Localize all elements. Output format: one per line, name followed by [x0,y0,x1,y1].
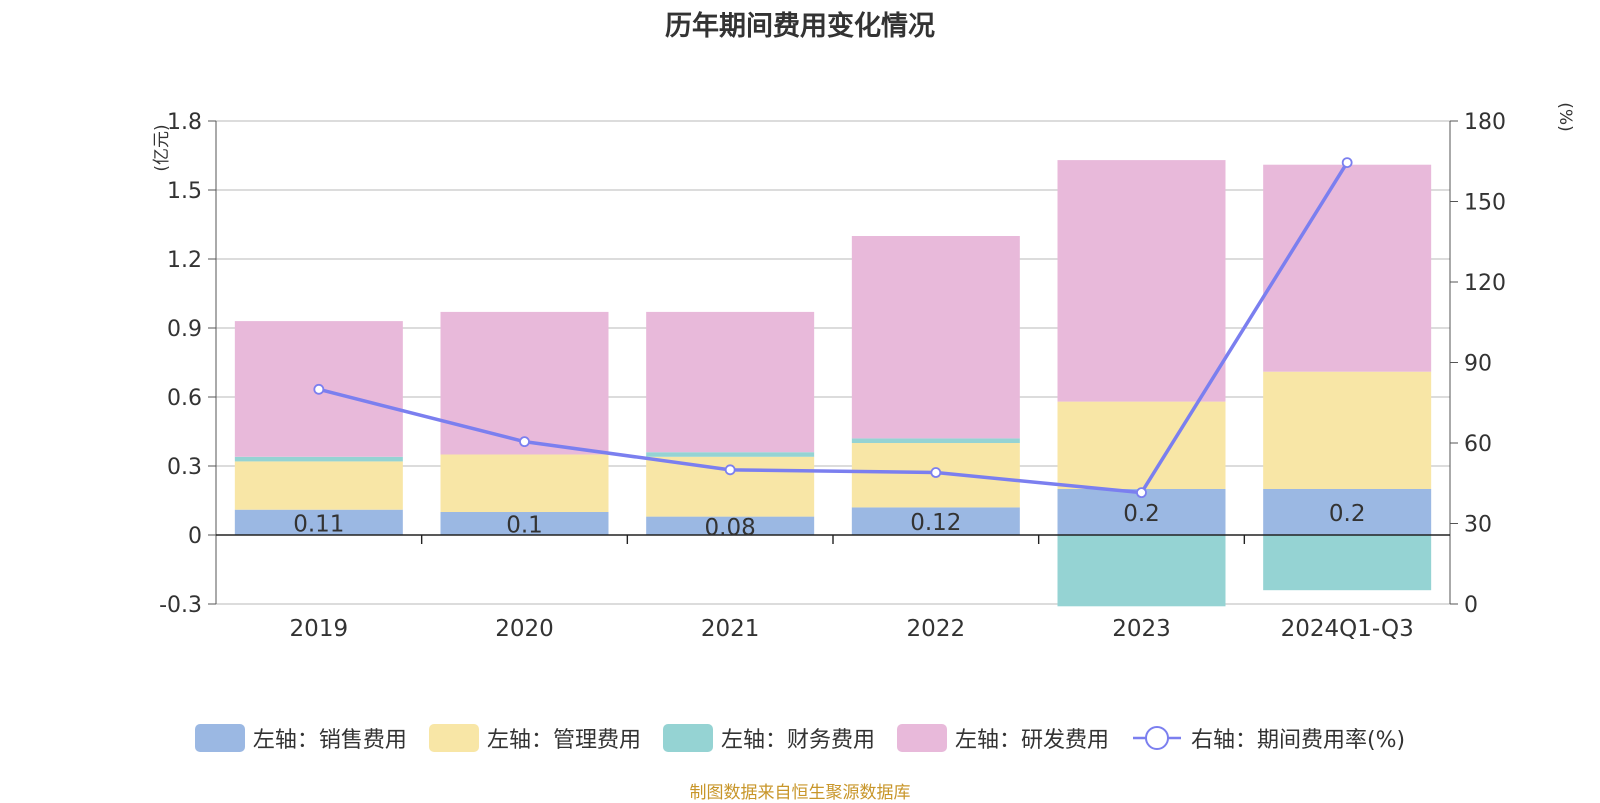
bar-4-2023 [1057,160,1226,402]
bar-4-2020 [440,311,609,455]
grid-layer [216,120,1450,605]
data-label-2024Q1-Q3: 0.2 [1329,501,1366,527]
bar-3-2022 [851,438,1020,443]
expense-ratio-point-2023 [1136,487,1147,499]
category-label-2023: 2023 [1112,616,1171,642]
chart-title: 历年期间费用变化情况 [665,11,935,42]
right-tick-label: 0 [1464,593,1478,618]
bar-2-2020 [440,454,609,512]
right-tick-label: 150 [1464,191,1506,216]
bar-4-2021 [646,311,815,453]
right-tick-label: 90 [1464,352,1492,377]
category-label-2019: 2019 [290,616,349,642]
axes-layer: -0.3 0 0.3 0.6 0.9 1.2 1.5 1.8 0 30 60 90 120 150 180 (… [152,102,1575,642]
expense-ratio-point-2024Q1-Q3 [1341,157,1353,168]
legend-label-sales: 左轴：销售费用 [252,728,407,753]
bar-2-2023 [1057,401,1226,489]
expense-ratio-point-2020 [519,436,530,448]
legend-swatch-admin [428,724,479,752]
legend-line-marker-icon [1132,726,1181,750]
bar-3-2019 [234,456,403,462]
legend-label-admin: 左轴：管理费用 [486,728,641,753]
legend-item-sales[interactable]: 左轴：销售费用 [194,722,407,754]
bar-2-2024Q1-Q3 [1263,371,1432,489]
data-label-2020: 0.1 [506,513,543,539]
bar-2-2019 [234,461,403,510]
data-label-2023: 0.2 [1123,501,1160,527]
left-tick-label: 1.5 [167,179,202,204]
bar-1-2020 [440,512,609,535]
expense-ratio-line [318,161,1349,495]
legend-label-expense-ratio: 右轴：期间费用率(%) [1190,728,1406,753]
bar-1-2021 [646,516,815,535]
left-tick-label: 1.8 [167,110,202,135]
bar-3-2023 [1057,535,1226,607]
data-label-2022: 0.12 [910,510,961,536]
legend-swatch-sales [194,724,245,752]
bar-1-2024Q1-Q3 [1263,489,1432,535]
right-tick-label: 60 [1464,432,1492,457]
left-tick-label: 1.2 [167,248,202,273]
category-label-2020: 2020 [495,616,554,642]
category-label-2022: 2022 [907,616,966,642]
legend-swatch-finance [662,724,713,752]
legend-label-finance: 左轴：财务费用 [720,728,875,753]
bar-4-2024Q1-Q3 [1263,164,1432,372]
right-axis-unit-label: (%) [1555,102,1575,131]
line-layer [313,157,1353,499]
left-tick-label: 0 [188,524,202,549]
expense-ratio-point-2021 [724,464,736,476]
right-tick-label: 30 [1464,513,1492,538]
data-label-2019: 0.11 [293,511,344,537]
left-tick-label: 0.9 [167,317,202,342]
left-tick-label: -0.3 [159,593,202,618]
left-tick-label: 0.3 [167,455,202,480]
left-axis-unit-label: (亿元) [152,124,172,171]
legend-item-rd[interactable]: 左轴：研发费用 [896,722,1109,754]
data-label-2021: 0.08 [705,515,756,541]
data-source-note: 制图数据来自恒生聚源数据库 [689,783,911,803]
expense-ratio-point-2022 [930,467,942,478]
legend-item-expense-ratio[interactable]: 右轴：期间费用率(%) [1131,722,1405,754]
right-tick-label: 120 [1464,271,1506,296]
labels-layer: 0.11 0.1 0.08 0.12 0.2 0.2 [293,501,1365,541]
bar-1-2019 [234,509,403,535]
chart-canvas: -0.3 0 0.3 0.6 0.9 1.2 1.5 1.8 0 30 60 90 120 150 180 (… [152,102,1575,642]
bar-1-2022 [851,507,1020,535]
bar-3-2021 [646,452,815,457]
legend-item-finance[interactable]: 左轴：财务费用 [662,722,875,754]
bars-layer [234,160,1432,607]
category-label-2021: 2021 [701,616,760,642]
left-tick-label: 0.6 [167,386,202,411]
legend-label-rd: 左轴：研发费用 [954,728,1109,753]
expense-ratio-point-2019 [313,383,325,395]
legend: 左轴：销售费用 左轴：管理费用 左轴：财务费用 左轴：研发费用 右轴：期间费用率… [0,718,1600,758]
right-tick-label: 180 [1464,110,1506,135]
bar-3-2024Q1-Q3 [1263,535,1432,591]
legend-item-admin[interactable]: 左轴：管理费用 [428,722,641,754]
legend-swatch-rd [896,724,947,752]
category-label-2024Q1-Q3: 2024Q1-Q3 [1281,616,1414,642]
bar-4-2022 [851,236,1020,439]
